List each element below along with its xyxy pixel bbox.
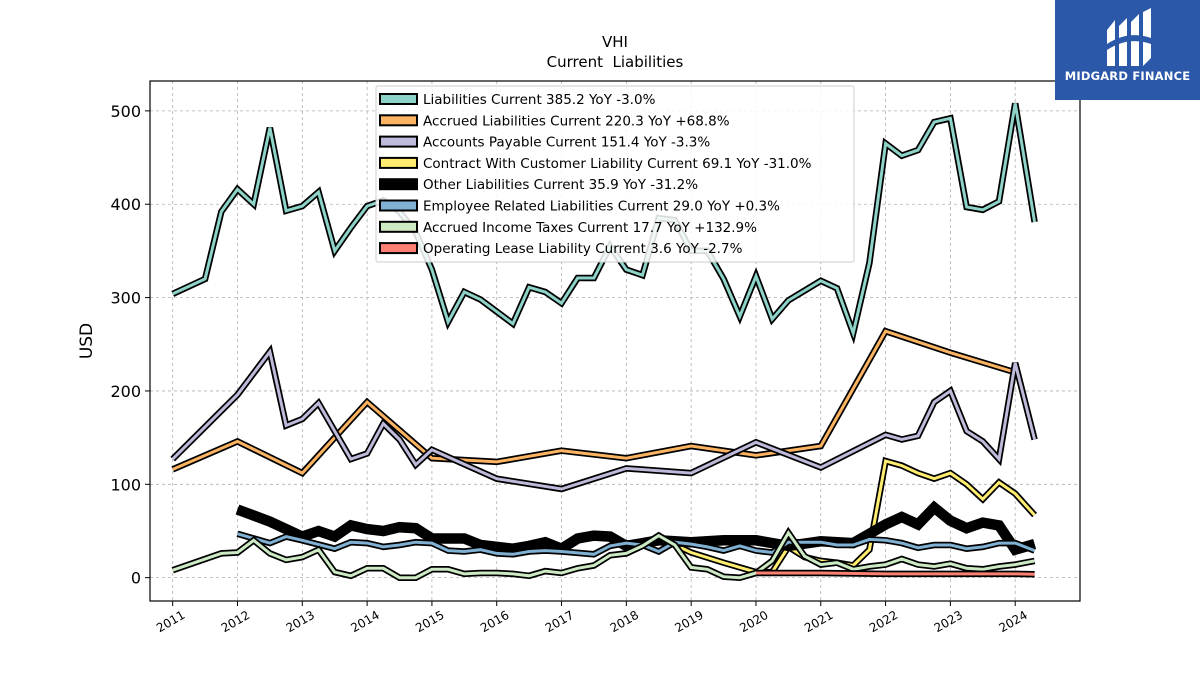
series-layer — [170, 102, 1038, 581]
legend-box — [375, 85, 855, 263]
x-tick-label: 2018 — [608, 608, 641, 635]
y-axis-label: USD — [77, 323, 97, 359]
series-line — [171, 327, 1017, 478]
series-line-outline — [171, 327, 1017, 478]
x-tick-label: 2016 — [478, 608, 511, 635]
chart-title: VHI — [602, 33, 628, 51]
x-tick-label: 2013 — [284, 608, 317, 635]
series-line — [236, 530, 1036, 558]
y-tick-label: 0 — [131, 569, 141, 588]
legend-swatch — [379, 242, 418, 255]
brand-emblem-icon — [1107, 8, 1151, 66]
series-line — [170, 344, 1038, 493]
legend-swatch — [379, 156, 418, 169]
legend-label: Employee Related Liabilities Current 29.… — [423, 199, 780, 215]
legend-swatch — [379, 114, 418, 127]
legend-swatch — [379, 178, 418, 191]
x-tick-label: 2015 — [413, 608, 446, 635]
x-tick-label: 2020 — [737, 608, 770, 635]
legend-label: Other Liabilities Current 35.9 YoY -31.2… — [423, 177, 698, 193]
legend-label: Operating Lease Liability Current 3.6 Yo… — [423, 241, 743, 257]
legend-label: Contract With Customer Liability Current… — [423, 156, 812, 172]
y-tick-label: 200 — [110, 382, 141, 401]
legend: Liabilities Current 385.2 YoY -3.0% Accru… — [375, 85, 855, 263]
series-line — [756, 569, 1035, 578]
x-tick-label: 2024 — [996, 608, 1029, 635]
legend-swatch — [379, 135, 418, 148]
x-tick-label: 2011 — [154, 608, 187, 635]
plot-frame — [149, 80, 1081, 602]
chart-subtitle: Current Liabilities — [547, 53, 684, 71]
series-line — [657, 456, 1038, 576]
y-tick-label: 300 — [110, 289, 141, 308]
brand-logo: MIDGARD FINANCE — [1055, 0, 1200, 100]
legend-label: Accounts Payable Current 151.4 YoY -3.3% — [423, 135, 710, 151]
legend-swatch — [379, 220, 418, 233]
series-line — [171, 526, 1036, 581]
series-line-path — [756, 571, 1035, 576]
legend-swatch — [379, 93, 418, 105]
x-tick-label: 2017 — [543, 608, 576, 635]
legend-label: Accrued Income Taxes Current 17.7 YoY +1… — [423, 220, 757, 236]
y-tick-label: 100 — [110, 475, 141, 494]
legend-label: Accrued Liabilities Current 220.3 YoY +6… — [423, 113, 730, 129]
series-line-outline — [657, 456, 1038, 576]
legend-label: Liabilities Current 385.2 YoY -3.0% — [423, 92, 656, 108]
y-tick-label: 400 — [110, 195, 141, 214]
series-line-path — [171, 348, 1037, 491]
x-tick-label: 2023 — [932, 608, 965, 635]
y-tick-label: 500 — [110, 102, 141, 121]
series-line-path — [172, 329, 1016, 475]
series-line-path — [236, 502, 1036, 554]
series-line-path — [237, 532, 1036, 556]
x-tick-label: 2022 — [867, 608, 900, 635]
series-line-path — [658, 459, 1036, 574]
x-tick-label: 2014 — [348, 608, 381, 635]
x-tick-label: 2021 — [802, 608, 835, 635]
brand-name: MIDGARD FINANCE — [1064, 69, 1191, 83]
x-tick-label: 2012 — [219, 608, 252, 635]
x-tick-label: 2019 — [672, 608, 705, 635]
series-line — [235, 500, 1037, 556]
legend-swatch — [379, 199, 418, 212]
series-line-path — [172, 529, 1035, 580]
